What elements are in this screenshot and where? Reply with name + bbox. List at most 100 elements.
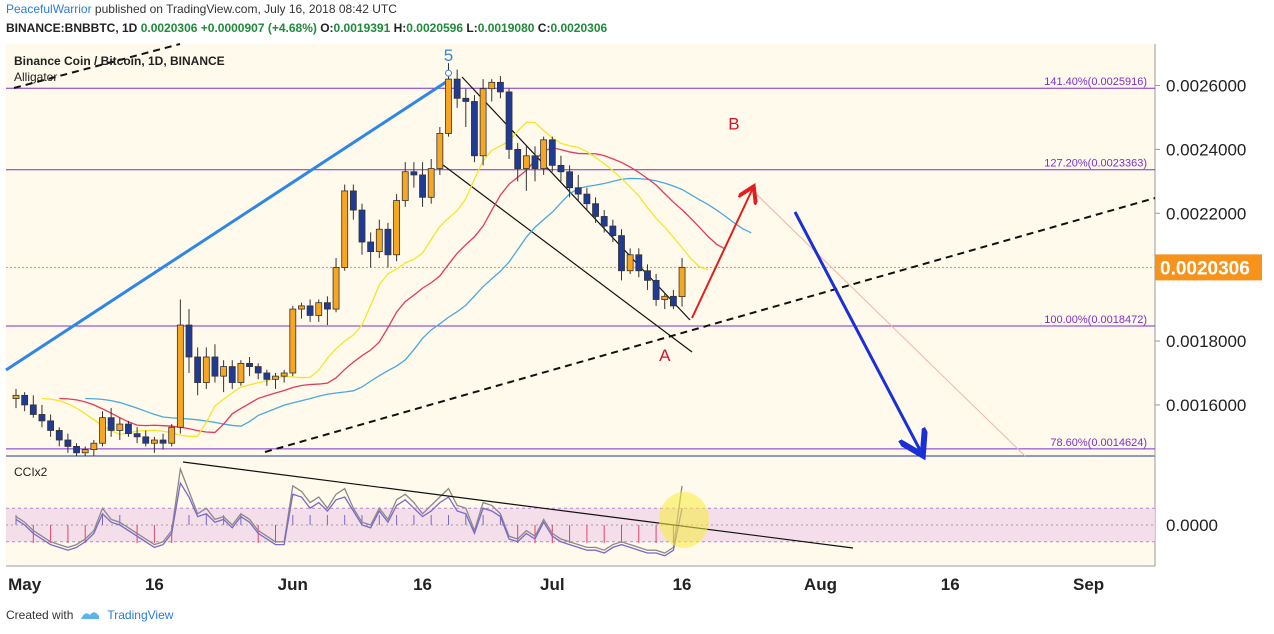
candle [661, 293, 669, 310]
candle-body [652, 279, 660, 300]
candle-body [315, 302, 323, 316]
candles [12, 63, 686, 456]
candle-body [116, 423, 124, 431]
candle [505, 88, 513, 159]
candle [55, 427, 63, 447]
candle-body [401, 171, 409, 201]
candle [401, 162, 409, 207]
candle-body [540, 139, 548, 169]
candle-body [55, 430, 63, 441]
created-with-label: Created with [6, 608, 74, 622]
y-tick-label: 0.0026000 [1166, 77, 1246, 96]
symbol: BINANCE:BNBBTC, 1D [6, 21, 138, 35]
candle-body [254, 366, 262, 374]
candle [323, 296, 331, 326]
candle-body [12, 394, 20, 399]
candle-body [323, 302, 331, 310]
candle-body [38, 414, 46, 422]
wave-label-5: 5 [444, 46, 453, 65]
cci-trend-line [182, 461, 854, 549]
candle [531, 146, 539, 182]
x-tick-label: 16 [413, 575, 432, 594]
candle-body [445, 78, 452, 134]
ohlc-readout: BINANCE:BNBBTC, 1D 0.0020306 +0.0000907 … [6, 21, 607, 35]
close-label: C: [537, 21, 551, 35]
candle [393, 194, 401, 262]
candle [237, 360, 245, 386]
candle [81, 446, 89, 456]
candle-body [211, 356, 219, 377]
candle-body [566, 171, 573, 189]
author-link[interactable]: PeacefulWarrior [6, 2, 92, 16]
candle [21, 392, 29, 412]
candle-body [341, 190, 349, 268]
grid [6, 44, 1156, 567]
candle-body [488, 81, 496, 90]
candle-body [133, 433, 141, 438]
candle [488, 79, 496, 102]
x-tick-label: Jul [540, 575, 565, 594]
candle [609, 219, 617, 243]
wave-label-a: A [659, 346, 671, 365]
candle [678, 258, 686, 307]
wave-labels: 5 A B [444, 46, 740, 365]
alligator-lips-line [41, 121, 709, 438]
candle-body [592, 203, 599, 217]
x-tick-label: 16 [673, 575, 692, 594]
candle [453, 69, 461, 108]
candle [358, 203, 366, 255]
candle-body [635, 254, 643, 272]
candle-body [202, 356, 210, 383]
candle [211, 344, 219, 383]
candle [618, 229, 625, 281]
candle-body [574, 187, 582, 195]
candle [462, 88, 470, 128]
candle-body [289, 308, 297, 374]
candle [176, 299, 184, 434]
candle-body [505, 91, 513, 150]
candle [566, 165, 573, 198]
candle-body [263, 372, 271, 380]
candle-body [306, 305, 314, 316]
candle [289, 305, 297, 377]
tradingview-link[interactable]: TradingView [107, 608, 174, 622]
candle-body [410, 171, 418, 176]
candle [220, 360, 228, 393]
candle-body [298, 305, 305, 310]
candle-body [393, 200, 401, 256]
candle-body [557, 164, 565, 173]
candle [514, 143, 522, 182]
candle [635, 248, 643, 278]
candle [246, 356, 253, 377]
candle-body [427, 168, 435, 198]
candle-body [159, 439, 167, 444]
candle [99, 411, 106, 447]
candle [306, 299, 314, 322]
axes: 0.0026000 0.0024000 0.0022000 0.0018000 0.00… [8, 77, 1262, 594]
candle [280, 369, 288, 383]
candle-body [150, 439, 158, 444]
candle-body [626, 254, 634, 272]
candle [479, 79, 487, 166]
x-tick-label: Jun [278, 575, 308, 594]
candle [272, 372, 279, 389]
candle [47, 414, 54, 437]
candle [159, 433, 167, 450]
candle [12, 388, 20, 409]
candle [64, 433, 72, 453]
candle-body [107, 417, 115, 431]
high-value: 0.0020596 [406, 21, 464, 35]
candle-body [81, 449, 89, 454]
candle [133, 427, 141, 444]
high-label: H: [393, 21, 407, 35]
candle [228, 360, 236, 389]
candle-body [47, 420, 54, 431]
tradingview-logo-icon [81, 612, 100, 619]
candle [168, 424, 176, 447]
candle-body [600, 216, 608, 227]
channel-upper-line [461, 76, 691, 321]
dashed-upper-line [13, 43, 181, 89]
close-value: 0.0020306 [550, 21, 608, 35]
fib-label: 100.00%(0.0018472) [1044, 314, 1147, 326]
